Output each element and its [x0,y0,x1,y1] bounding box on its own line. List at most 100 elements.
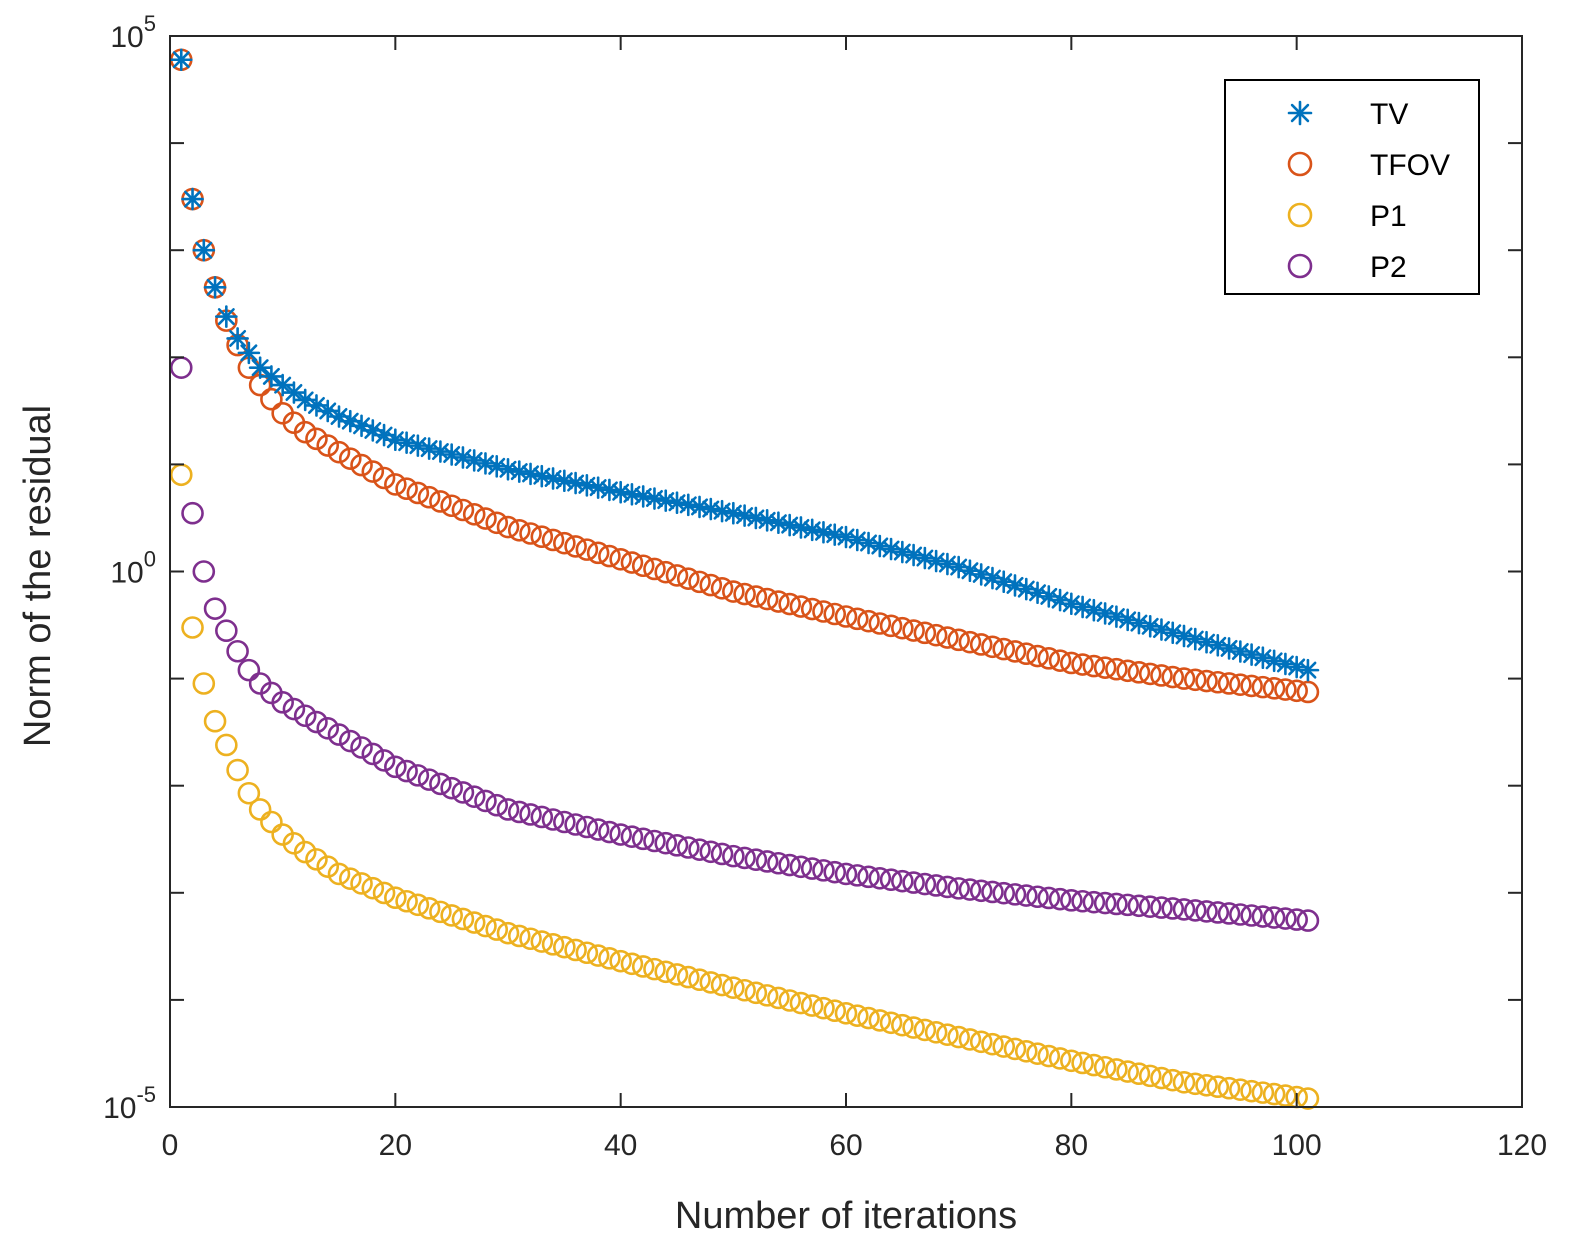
data-point-p2 [1262,906,1286,929]
data-point-p2 [1206,901,1230,924]
data-point-p2 [192,560,216,583]
data-point-tfov [327,440,351,464]
legend-box [1224,79,1480,295]
data-point-p2 [789,855,813,879]
data-point-p1 [1082,1053,1106,1077]
data-point-p1 [631,955,655,978]
data-point-p2 [575,815,599,839]
data-point-p2 [891,869,914,893]
data-point-p1 [507,924,531,948]
data-point-tfov [316,434,340,457]
data-point-p2 [181,501,204,525]
data-point-tv [260,365,283,388]
data-point-tfov [834,605,858,628]
data-point-p2 [778,853,801,877]
data-point-p1 [316,855,340,878]
data-point-tfov [1274,678,1297,701]
y-tick-label: 100 [110,547,156,590]
data-point-p1 [1206,1075,1230,1099]
data-point-p2 [586,818,610,841]
data-point-tfov [879,614,903,638]
data-point-tfov [564,535,587,558]
data-point-p2 [338,729,362,753]
x-tick-labels: 0 20 40 60 80 100 120 [162,1129,1547,1162]
data-point-p1 [620,952,644,976]
data-point-tfov [1285,679,1308,703]
data-point-p2 [519,803,542,826]
data-point-tfov [586,541,610,565]
data-point-p2 [316,717,340,740]
data-point-p2 [1229,903,1252,926]
data-point-p1 [1048,1047,1072,1070]
data-point-p1 [1183,1072,1207,1096]
data-point-tfov [643,557,666,581]
data-point-p2 [507,800,531,824]
data-point-p2 [1274,907,1297,930]
data-point-p1 [1093,1055,1117,1079]
data-point-tfov [620,551,644,574]
data-point-p2 [654,831,678,855]
data-point-p2 [744,848,768,871]
data-point-p2 [834,862,858,886]
data-point-p1 [586,944,610,967]
data-point-tfov [541,528,565,552]
data-point-tfov [1172,667,1196,690]
data-point-tfov [1217,672,1241,695]
data-point-p1 [744,981,768,1005]
data-point-p2 [1037,886,1061,910]
data-point-tfov [293,420,317,444]
data-point-tfov [575,538,599,561]
data-point-p1 [1296,1087,1320,1110]
data-point-tfov [902,619,925,642]
data-point-p1 [722,976,745,999]
data-point-p1 [643,957,666,981]
x-axis-label: Number of iterations [675,1195,1017,1237]
data-point-p2 [1116,893,1139,917]
data-point-tv [1026,581,1049,605]
data-point-tfov [710,577,734,600]
data-point-p2 [564,813,587,836]
data-point-tfov [969,633,993,656]
data-point-p1 [406,893,430,917]
data-point-p2 [440,776,463,800]
data-point-tv [609,480,632,504]
data-point-p2 [710,842,734,866]
data-point-tfov [913,621,937,645]
data-point-tv [541,467,565,490]
data-point-p1 [598,947,621,970]
data-point-p2 [1138,895,1162,918]
data-point-tfov [553,531,576,555]
data-point-p1 [1014,1039,1038,1063]
data-point-p2 [1217,902,1241,925]
data-point-tfov [361,460,385,483]
data-point-tv [1183,627,1207,651]
data-point-p2 [620,825,644,848]
data-point-tfov [338,447,362,470]
x-tick-label: 0 [162,1129,179,1162]
data-point-tfov [1093,656,1117,679]
data-point-tfov [1229,673,1252,696]
data-point-p1 [305,848,328,871]
data-point-tfov [1105,657,1128,681]
legend-label-p2: P2 [1370,251,1407,284]
data-point-p2 [226,639,249,663]
data-point-tfov [857,609,880,633]
data-point-p2 [1251,905,1275,928]
data-point-p2 [553,810,576,834]
data-point-tfov [778,592,801,616]
data-point-tv [248,356,272,379]
data-point-p2 [688,838,711,861]
data-point-p2 [969,879,993,903]
data-point-tv [620,483,644,506]
data-point-p2 [1105,892,1128,916]
data-point-p1 [902,1016,925,1039]
data-point-p1 [1127,1062,1151,1086]
data-point-p1 [226,758,249,782]
data-point-p1 [1262,1082,1286,1106]
legend-marker-p2 [1287,253,1313,279]
x-tick-label: 20 [379,1129,412,1162]
data-point-tfov [485,511,509,535]
data-point-p2 [1014,884,1038,907]
data-point-p2 [733,846,756,870]
series-p2 [169,356,1320,932]
